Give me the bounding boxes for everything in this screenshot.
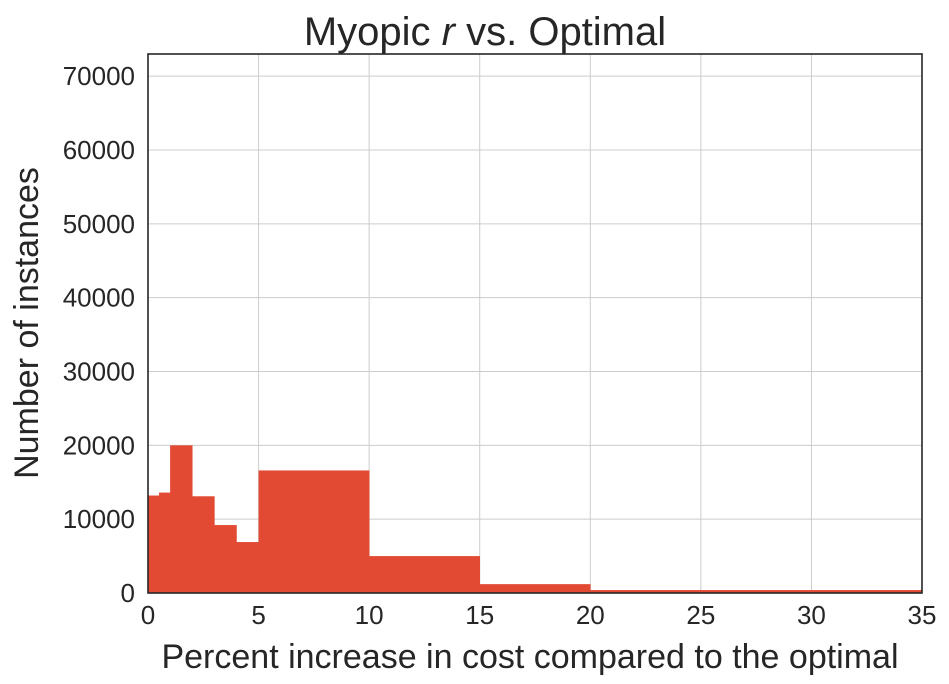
y-tick-label: 60000 <box>63 135 135 165</box>
histogram-bar <box>258 470 370 593</box>
y-tick-label: 50000 <box>63 209 135 239</box>
plot-frame <box>147 53 923 594</box>
y-tick-label: 10000 <box>63 504 135 534</box>
x-axis-label: Percent increase in cost compared to the… <box>161 638 898 676</box>
x-tick-label: 10 <box>355 600 384 630</box>
y-axis-ticks: 0 10000 20000 30000 40000 50000 60000 70000 <box>63 61 135 608</box>
histogram-bar <box>192 496 215 593</box>
title-prefix: Myopic <box>304 10 442 54</box>
x-tick-label: 20 <box>576 600 605 630</box>
histogram-bars <box>148 445 923 593</box>
histogram-bar <box>590 590 923 593</box>
y-axis-label: Number of instances <box>8 167 46 479</box>
x-tick-label: 25 <box>686 600 715 630</box>
chart-title: Myopic r vs. Optimal <box>304 10 666 54</box>
histogram-bar <box>479 584 591 593</box>
title-suffix: vs. Optimal <box>455 10 666 54</box>
histogram-bar <box>170 445 193 593</box>
x-tick-label: 5 <box>251 600 265 630</box>
x-tick-label: 35 <box>908 600 937 630</box>
histogram-bar <box>236 542 259 593</box>
y-tick-label: 20000 <box>63 430 135 460</box>
x-tick-label: 30 <box>797 600 826 630</box>
y-tick-label: 30000 <box>63 356 135 386</box>
y-tick-label: 40000 <box>63 283 135 313</box>
histogram-bar <box>148 495 160 593</box>
grid-lines <box>147 54 923 594</box>
y-tick-label: 70000 <box>63 61 135 91</box>
x-axis-ticks: 0 5 10 15 20 25 30 35 <box>141 600 937 630</box>
x-tick-label: 15 <box>465 600 494 630</box>
y-tick-label: 0 <box>121 578 135 608</box>
histogram-bar <box>159 492 171 593</box>
histogram-bar <box>214 525 237 593</box>
title-italic-r: r <box>442 10 457 54</box>
histogram-bar <box>369 556 481 593</box>
x-tick-label: 0 <box>141 600 155 630</box>
